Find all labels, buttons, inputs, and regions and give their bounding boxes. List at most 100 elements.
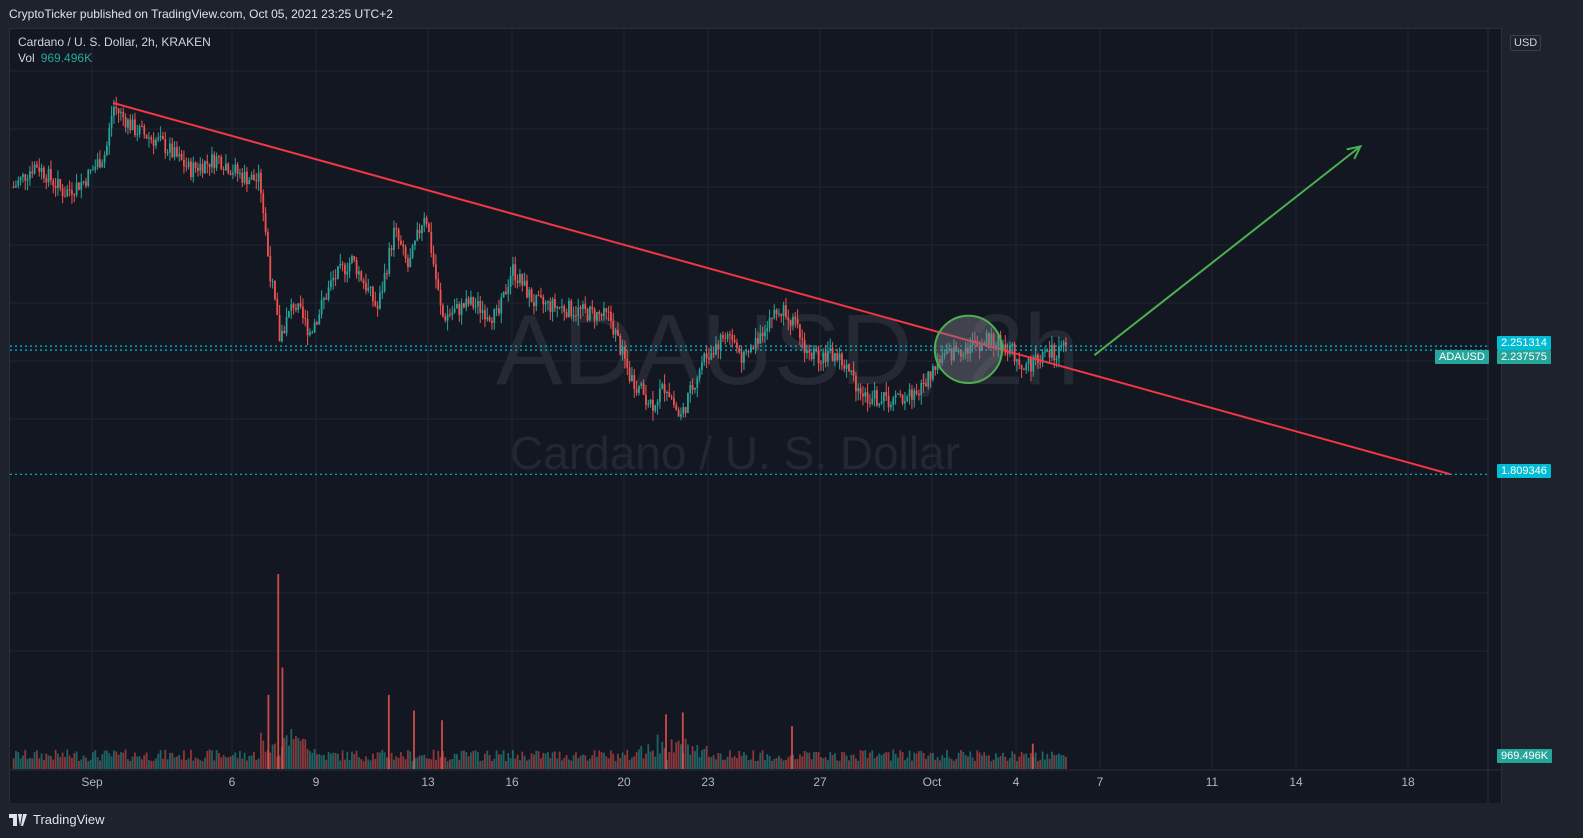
legend-symbol[interactable]: Cardano / U. S. Dollar, 2h, KRAKEN bbox=[18, 35, 211, 49]
volume-bar bbox=[610, 750, 612, 769]
volume-bar bbox=[1051, 751, 1053, 769]
volume-bar bbox=[486, 750, 489, 769]
volume-bar bbox=[92, 752, 94, 769]
volume-bar bbox=[145, 752, 148, 769]
candle-body bbox=[834, 353, 836, 362]
volume-bar bbox=[696, 744, 699, 769]
candle-body bbox=[766, 327, 769, 332]
candle-body bbox=[1011, 343, 1014, 346]
tradingview-logo[interactable]: TradingView bbox=[9, 812, 105, 827]
volume-spike bbox=[413, 710, 415, 769]
volume-bar bbox=[733, 756, 736, 769]
volume-bar bbox=[325, 759, 328, 769]
volume-bar bbox=[278, 755, 281, 769]
candle-body bbox=[211, 154, 213, 168]
volume-bar bbox=[101, 754, 104, 769]
volume-bar bbox=[806, 752, 808, 769]
candle-body bbox=[792, 317, 794, 326]
volume-bar bbox=[558, 751, 561, 769]
volume-bar bbox=[591, 755, 594, 769]
volume-bar bbox=[320, 755, 323, 769]
volume-bar bbox=[330, 753, 332, 769]
volume-bar bbox=[1016, 761, 1018, 769]
volume-bar bbox=[971, 757, 974, 769]
volume-bar bbox=[337, 753, 339, 769]
candle-body bbox=[292, 304, 295, 308]
candle-body bbox=[442, 305, 444, 317]
arrow-line[interactable] bbox=[1093, 145, 1362, 356]
volume-bar bbox=[169, 752, 171, 769]
volume-bar bbox=[283, 738, 286, 769]
volume-bar bbox=[171, 752, 174, 769]
candle-body bbox=[474, 306, 477, 308]
volume-bar bbox=[911, 760, 913, 769]
x-axis-tick-label: Sep bbox=[81, 775, 103, 789]
volume-bar bbox=[432, 749, 435, 769]
candle-body bbox=[365, 283, 367, 291]
volume-bar bbox=[761, 750, 764, 769]
candle-body bbox=[92, 169, 94, 171]
volume-spike bbox=[665, 714, 667, 769]
volume-bar bbox=[372, 753, 374, 769]
candle-body bbox=[498, 308, 500, 314]
candle-body bbox=[428, 223, 430, 232]
volume-bar bbox=[948, 757, 951, 769]
volume-bar bbox=[87, 761, 90, 769]
chart-pane[interactable]: ADAUSD, 2h Cardano / U. S. Dollar Sep 6 9 13 1… bbox=[9, 28, 1503, 805]
candle-body bbox=[467, 298, 470, 305]
trendline[interactable] bbox=[112, 101, 1451, 476]
volume-bar bbox=[451, 759, 454, 769]
volume-bar bbox=[204, 757, 206, 769]
candle-body bbox=[234, 164, 237, 173]
volume-bar bbox=[78, 760, 80, 769]
candle-body bbox=[374, 301, 377, 306]
candle-body bbox=[810, 352, 813, 360]
volume-bar bbox=[647, 744, 650, 769]
volume-bar bbox=[176, 756, 178, 769]
candle-body bbox=[1002, 344, 1004, 349]
published-text: CryptoTicker published on TradingView.co… bbox=[9, 7, 393, 21]
candle-body bbox=[862, 393, 864, 397]
volume-bar bbox=[953, 760, 955, 769]
volume-bar bbox=[745, 754, 748, 769]
candle-body bbox=[1004, 344, 1007, 353]
candle-body bbox=[712, 353, 715, 355]
volume-bar bbox=[829, 751, 832, 769]
candle-body bbox=[325, 298, 328, 300]
volume-bar bbox=[719, 753, 722, 769]
candle-body bbox=[523, 280, 526, 286]
candle-body bbox=[948, 348, 951, 351]
volume-bar bbox=[976, 750, 979, 769]
volume-bar bbox=[1013, 754, 1016, 769]
candle-body bbox=[309, 332, 311, 336]
volume-bar bbox=[367, 759, 370, 769]
volume-bar bbox=[285, 735, 288, 769]
candle-body bbox=[654, 405, 657, 411]
candle-body bbox=[278, 315, 281, 342]
volume-bar bbox=[31, 758, 34, 769]
candle-body bbox=[178, 153, 181, 157]
arrow-head[interactable] bbox=[1346, 144, 1363, 160]
candle-body bbox=[670, 397, 673, 399]
currency-label[interactable]: USD bbox=[1510, 35, 1542, 51]
volume-bar bbox=[992, 759, 995, 769]
volume-bar bbox=[131, 756, 134, 769]
candle-body bbox=[934, 366, 937, 371]
candle-body bbox=[78, 182, 80, 190]
volume-bar bbox=[659, 753, 661, 769]
volume-bar bbox=[404, 759, 407, 769]
volume-bar bbox=[913, 752, 916, 769]
volume-bar bbox=[827, 760, 829, 769]
candle-body bbox=[642, 383, 645, 395]
highlight-circle[interactable] bbox=[933, 314, 1004, 384]
volume-bar bbox=[421, 755, 423, 769]
volume-bar bbox=[449, 759, 451, 769]
volume-bar bbox=[649, 751, 652, 769]
volume-bar bbox=[563, 757, 566, 769]
volume-bar bbox=[978, 752, 981, 769]
volume-bar bbox=[344, 759, 346, 769]
volume-bar bbox=[89, 759, 92, 769]
candle-body bbox=[967, 347, 969, 354]
candle-body bbox=[556, 306, 559, 309]
